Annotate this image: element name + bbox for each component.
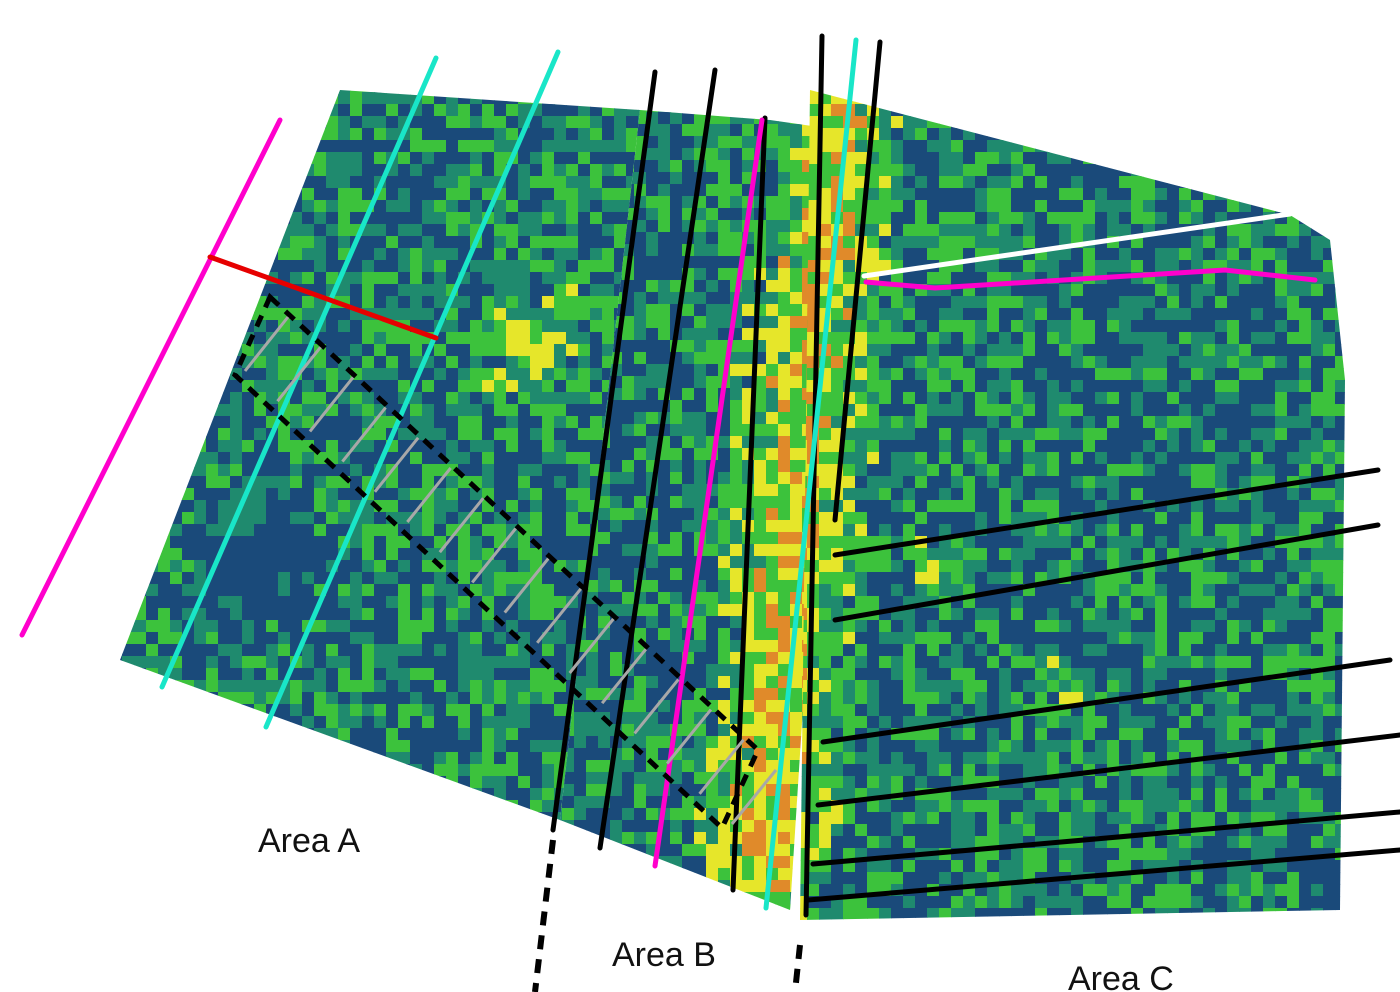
hatch-stroke <box>633 678 680 735</box>
strip-line <box>832 522 1381 623</box>
strip-line <box>803 33 825 918</box>
transect-line <box>763 37 859 911</box>
transect-line <box>863 267 1318 291</box>
hatch-stroke <box>730 769 778 825</box>
hatch-stroke <box>438 497 485 554</box>
strip-line <box>832 467 1381 558</box>
hatch-stroke <box>536 587 582 644</box>
hatch-stroke <box>471 527 517 584</box>
hatch-stroke <box>243 316 290 372</box>
transect-line <box>861 211 1293 279</box>
transect-lines <box>19 37 1318 911</box>
hatch-stroke <box>568 618 615 674</box>
strip-line <box>550 69 658 833</box>
heatmap-region <box>800 90 1345 920</box>
strip-line <box>820 657 1393 745</box>
area-c-east-edge <box>1378 525 1400 920</box>
area-b-c-separator <box>792 944 803 992</box>
strip-line <box>810 809 1400 867</box>
hatch-stroke <box>373 436 420 493</box>
transect-line <box>207 254 439 341</box>
area-a-label: Area A <box>258 822 360 860</box>
hatch-stroke <box>665 708 713 765</box>
transect-line <box>19 117 283 638</box>
hatched-zone <box>231 292 778 833</box>
hatched-zone-outline <box>231 292 762 833</box>
hatch-stroke <box>406 467 452 523</box>
area-a-b-separator <box>532 839 556 992</box>
strip-line <box>805 847 1400 903</box>
strip-line <box>597 67 718 851</box>
area-c-south-edge <box>798 915 1400 940</box>
hatch-stroke <box>276 346 322 403</box>
hatch-stroke <box>308 376 355 433</box>
hatch-stroke <box>341 406 387 463</box>
hatch-stroke <box>600 648 648 705</box>
area-c-label: Area C <box>1068 960 1174 992</box>
strip-lines <box>550 33 1400 918</box>
area-separators <box>532 839 803 992</box>
area-b-label: Area B <box>612 936 716 974</box>
strip-line <box>832 39 883 523</box>
hatch-stroke <box>503 557 550 614</box>
hatch-stroke <box>698 738 745 795</box>
transect-line <box>263 49 561 730</box>
transect-line <box>652 117 765 869</box>
strip-line <box>815 732 1400 808</box>
strip-line <box>730 115 768 893</box>
